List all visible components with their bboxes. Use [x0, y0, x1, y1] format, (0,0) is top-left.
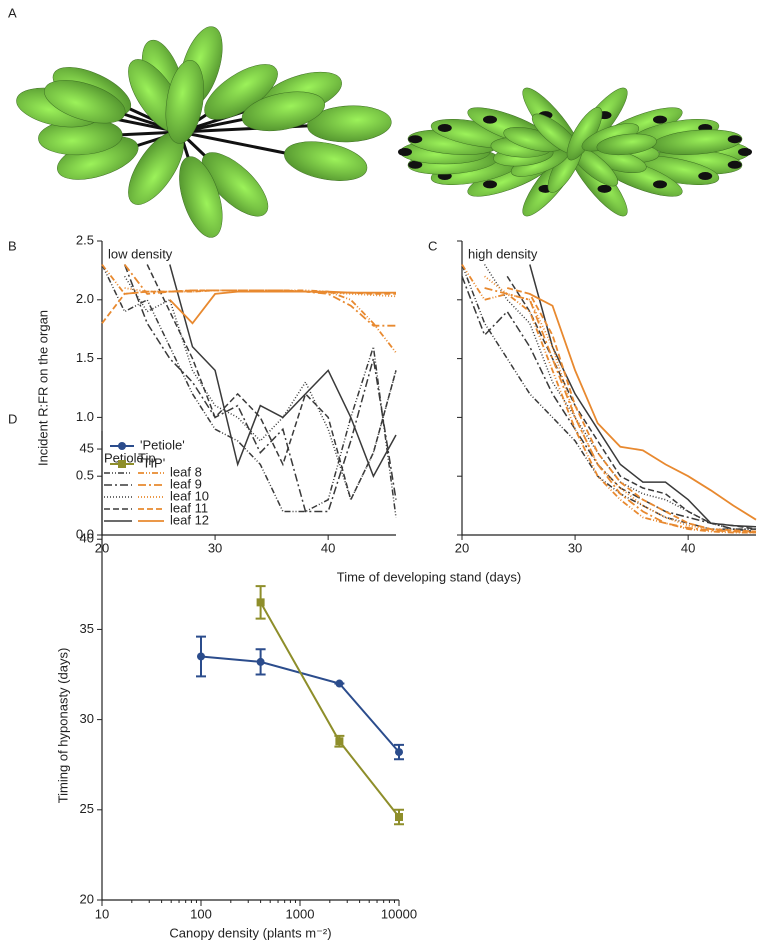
annotation: low density — [108, 246, 173, 261]
y-tick-label: 2.0 — [76, 291, 94, 306]
series-line — [259, 601, 400, 818]
legend-label: 'TIP' — [140, 455, 165, 470]
annotation: high density — [468, 246, 538, 261]
y-tick-label: 0.5 — [76, 468, 94, 483]
petiole-line — [483, 264, 756, 530]
y-tick-label: 2.5 — [76, 232, 94, 247]
leaf — [179, 156, 223, 238]
marker — [395, 748, 403, 757]
leaf — [307, 105, 392, 143]
tip-line — [484, 287, 757, 534]
leaf-tip — [483, 115, 497, 124]
leaf-tip — [437, 123, 452, 132]
y-tick-label: 35 — [80, 621, 94, 636]
x-tick-label: 40 — [681, 540, 695, 555]
tip-line — [169, 290, 396, 325]
marker — [197, 652, 205, 661]
plant-renderings — [16, 26, 752, 238]
x-tick-label: 30 — [568, 540, 582, 555]
panel-label: D — [8, 411, 17, 426]
leaf — [201, 152, 269, 217]
axis — [101, 241, 396, 536]
leaf — [241, 91, 325, 132]
y-axis-title: Incident R:FR on the organ — [35, 310, 50, 466]
y-tick-label: 20 — [80, 891, 94, 906]
legend-header: Petiole — [104, 450, 144, 465]
leaf-tip — [653, 115, 667, 124]
leaf-tip — [398, 148, 412, 156]
leaf-tip — [597, 184, 612, 193]
x-axis-title: Time of developing stand (days) — [337, 569, 522, 584]
panel-label: A — [8, 5, 17, 20]
y-axis-title: Timing of hyponasty (days) — [55, 648, 70, 804]
y-tick-label: 25 — [80, 801, 94, 816]
panel-label: B — [8, 238, 17, 253]
panel-label: C — [428, 238, 437, 253]
marker — [335, 679, 344, 688]
legend-label: leaf 10 — [170, 488, 209, 503]
petiole-line — [146, 264, 397, 502]
legend-label: leaf 8 — [170, 464, 202, 479]
leaf-tip — [408, 160, 423, 169]
legend-label: leaf 12 — [170, 512, 209, 527]
legend-label: leaf 11 — [170, 500, 208, 515]
petiole-line — [123, 275, 397, 502]
leaf-tip — [727, 160, 742, 169]
x-tick-label: 10 — [95, 906, 109, 921]
leaf-tip — [408, 135, 423, 144]
marker — [256, 657, 265, 666]
legend-label: leaf 9 — [170, 476, 202, 491]
tip-line — [101, 289, 396, 324]
legend-marker — [118, 442, 126, 450]
tip-line — [529, 293, 757, 521]
x-tick-label: 20 — [455, 540, 469, 555]
y-tick-label: 40 — [80, 531, 94, 546]
marker — [395, 813, 403, 822]
petiole-line — [101, 264, 397, 518]
leaf — [44, 80, 126, 124]
y-tick-label: 1.5 — [76, 350, 94, 365]
y-tick-label: 45 — [80, 440, 94, 455]
legend-marker — [118, 460, 126, 468]
tip-line — [101, 263, 397, 354]
y-tick-label: 1.0 — [76, 409, 94, 424]
tip-line — [461, 264, 756, 534]
x-tick-label: 30 — [208, 540, 222, 555]
tip-line — [506, 287, 757, 533]
marker — [256, 598, 265, 607]
axis — [101, 431, 399, 901]
leaf-tip — [698, 172, 713, 181]
marker — [335, 737, 344, 746]
tip-line — [123, 263, 396, 327]
petiole-line — [461, 276, 757, 533]
legend-header: Tip — [138, 450, 156, 465]
petiole-line — [529, 264, 757, 528]
leaf — [165, 60, 205, 144]
leaf-tip — [653, 180, 667, 189]
petiole-line — [461, 264, 756, 530]
legend-label: 'Petiole' — [140, 437, 185, 452]
y-tick-label: 0.0 — [76, 526, 94, 541]
x-tick-label: 1000 — [286, 906, 315, 921]
x-tick-label: 100 — [190, 906, 212, 921]
leaf-tip — [738, 148, 752, 156]
leaf — [596, 133, 657, 156]
petiole-line — [123, 264, 397, 513]
petiole-line — [169, 264, 397, 478]
leaf-tip — [483, 180, 497, 189]
x-axis-title: Canopy density (plants m⁻²) — [169, 925, 331, 940]
leaf — [284, 141, 368, 181]
y-tick-label: 30 — [80, 711, 94, 726]
x-tick-label: 40 — [321, 540, 335, 555]
leaf-tip — [727, 135, 742, 144]
x-tick-label: 10000 — [381, 906, 417, 921]
